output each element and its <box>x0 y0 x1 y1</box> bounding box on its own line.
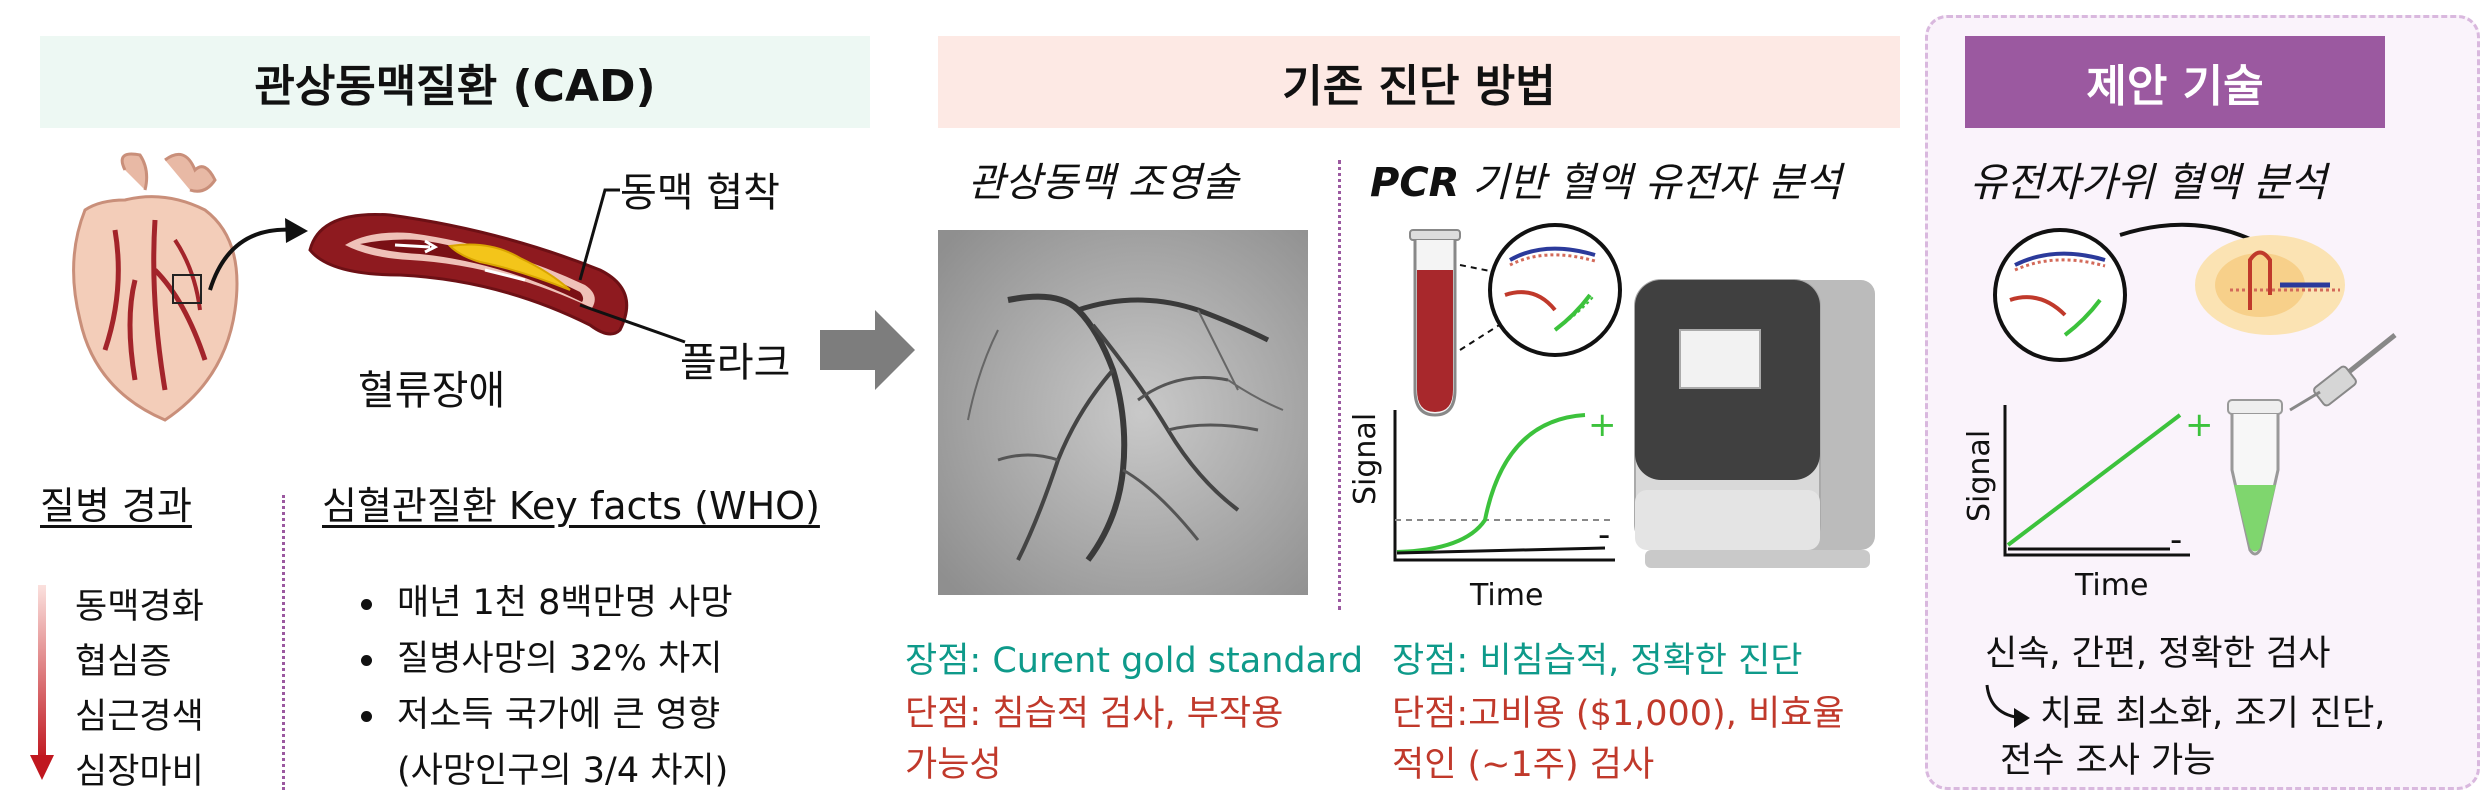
pcr-title-rest: 기반 혈액 유전자 분석 <box>1459 160 1842 206</box>
cad-header-text: 관상동맥질환 (CAD) <box>254 61 656 112</box>
pcr-pros: 장점: 비침습적, 정확한 진단 <box>1392 641 1803 681</box>
proposed-plus: + <box>2185 405 2214 445</box>
pcr-axis-y: Signal <box>1348 412 1383 505</box>
proposed-panel <box>1925 15 2480 790</box>
cad-header: 관상동맥질환 (CAD) <box>40 36 870 128</box>
plaque-pointer <box>579 303 686 344</box>
angio-pros: 장점: Curent gold standard <box>905 641 1364 681</box>
curved-arrow-icon <box>1985 684 2030 728</box>
fact-item: (사망인구의 3/4 차지) <box>397 751 729 791</box>
progress-arrow <box>30 585 54 780</box>
progress-item: 협심증 <box>75 642 172 682</box>
proposed-title: 유전자가위 혈액 분석 <box>1970 160 2327 206</box>
progress-item: 심장마비 <box>75 752 204 792</box>
facts-title: 심혈관질환 Key facts (WHO) <box>322 484 820 528</box>
progress-item: 심근경색 <box>75 697 204 737</box>
fact-item: 질병사망의 32% 차지 <box>355 631 733 687</box>
proposed-header-text: 제안 기술 <box>2086 61 2264 112</box>
progress-list: 동맥경화 협심증 심근경색 심장마비 <box>75 580 204 800</box>
progress-title: 질병 경과 <box>40 484 192 528</box>
pipette-icon <box>2289 333 2397 412</box>
pcr-minus: - <box>1598 515 1611 555</box>
fact-item: 매년 1천 8백만명 사망 <box>355 575 733 631</box>
proposed-chart <box>2003 405 2190 557</box>
divider <box>282 495 285 790</box>
proposed-benefit-cont: 전수 조사 가능 <box>2000 741 2216 781</box>
proposed-axis-y: Signal <box>1962 429 1997 522</box>
divider <box>1338 160 1341 610</box>
right-arrow-icon <box>820 310 915 390</box>
pcr-cons: 단점:고비용 ($1,000), 비효율 <box>1392 694 1845 734</box>
plaque-label: 플라크 <box>680 340 791 386</box>
dna-circle-icon <box>1993 228 2127 362</box>
artery-illustration <box>308 212 629 336</box>
dna-bubble-icon <box>1459 223 1622 357</box>
pcr-plus: + <box>1588 405 1617 445</box>
pcr-title: PCR 기반 혈액 유전자 분석 <box>1370 150 1842 208</box>
fact-item: 저소득 국가에 큰 영향 <box>355 687 733 743</box>
progress-item: 동맥경화 <box>75 587 204 627</box>
pcr-axis-x: Time <box>1470 578 1544 613</box>
existing-header-text: 기존 진단 방법 <box>1282 61 1556 112</box>
pcr-cons-cont: 적인 (~1주) 검사 <box>1392 745 1655 785</box>
flow-label: 혈류장애 <box>358 368 506 414</box>
curved-arrow-icon <box>208 218 308 291</box>
facts-list: 매년 1천 8백만명 사망 질병사망의 32% 차지 저소득 국가에 큰 영향 … <box>355 575 733 799</box>
proposed-header: 제안 기술 <box>1965 36 2385 128</box>
proposed-axis-x: Time <box>2075 568 2149 603</box>
cas-complex-icon <box>2195 235 2345 335</box>
heart-illustration <box>72 152 239 422</box>
angio-title: 관상동맥 조영술 <box>968 160 1239 206</box>
proposed-summary: 신속, 간편, 정확한 검사 <box>1985 634 2331 674</box>
blood-tube-icon <box>1409 229 1461 417</box>
angio-cons: 단점: 침습적 검사, 부작용 <box>905 694 1284 734</box>
existing-header: 기존 진단 방법 <box>938 36 1900 128</box>
test-tube-icon <box>2227 399 2283 556</box>
proposed-minus: - <box>2170 520 2183 560</box>
proposed-benefit: 치료 최소화, 조기 진단, <box>2040 694 2386 734</box>
pcr-machine-icon <box>1634 279 1875 568</box>
pcr-title-bold: PCR <box>1370 160 1460 206</box>
stenosis-pointer <box>578 188 620 281</box>
stenosis-label: 동맥 협착 <box>620 170 780 216</box>
pcr-chart <box>1393 410 1615 562</box>
angiogram-image <box>938 230 1308 595</box>
angio-cons-cont: 가능성 <box>905 745 1002 785</box>
